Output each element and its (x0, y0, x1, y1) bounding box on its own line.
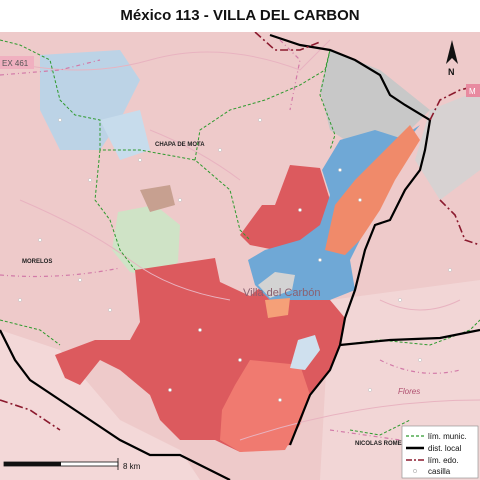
brown-patch (140, 185, 175, 212)
north-arrow-icon (446, 40, 458, 64)
highway-label-left: EX 461 (2, 59, 29, 68)
highway-badge-right (466, 84, 480, 97)
legend: lím. munic. dist. local lím. edo. casill… (401, 425, 479, 479)
legend-label-district: dist. local (428, 444, 462, 453)
legend-label-state: lím. edo. (428, 456, 459, 465)
orange-region-east (325, 125, 420, 255)
north-arrow: N (446, 40, 458, 77)
highway-label-right: M (469, 87, 476, 96)
municipal-limits (0, 39, 480, 436)
highway-badge-left (0, 56, 34, 69)
label-chapa-de-mota: CHAPA DE MOTA (155, 142, 205, 148)
gray-area (320, 50, 430, 150)
label-nicolas-romero: NICOLAS ROMERO (355, 441, 411, 447)
legend-label-munic: lím. munic. (428, 432, 467, 441)
scale-label: 8 km (123, 462, 141, 471)
district-limits (0, 33, 480, 480)
roads (0, 39, 480, 441)
label-flores: Flores (398, 387, 420, 396)
map-canvas[interactable]: EX 461 M CHAPA DE MOTA MORELOS Villa del… (0, 32, 480, 480)
lightblue-area-2 (100, 110, 150, 160)
lightblue-lake-south (290, 335, 320, 370)
legend-box (401, 425, 479, 479)
north-arrow-label: N (448, 67, 455, 77)
label-villa-del-carbon: Villa del Carbón (243, 287, 320, 299)
gray-lake (258, 272, 295, 298)
pink-region-southwest (0, 330, 200, 480)
legend-swatch-casilla (413, 469, 417, 473)
scale-bar: 8 km (3, 458, 141, 471)
district-red-north (240, 165, 330, 250)
orange-region-south (220, 360, 310, 452)
legend-label-casilla: casilla (428, 467, 451, 476)
label-morelos: MORELOS (22, 259, 52, 265)
map-title: México 113 - VILLA DEL CARBON (120, 7, 360, 24)
casilla-points (18, 118, 452, 402)
orange-patch-center (265, 298, 290, 318)
